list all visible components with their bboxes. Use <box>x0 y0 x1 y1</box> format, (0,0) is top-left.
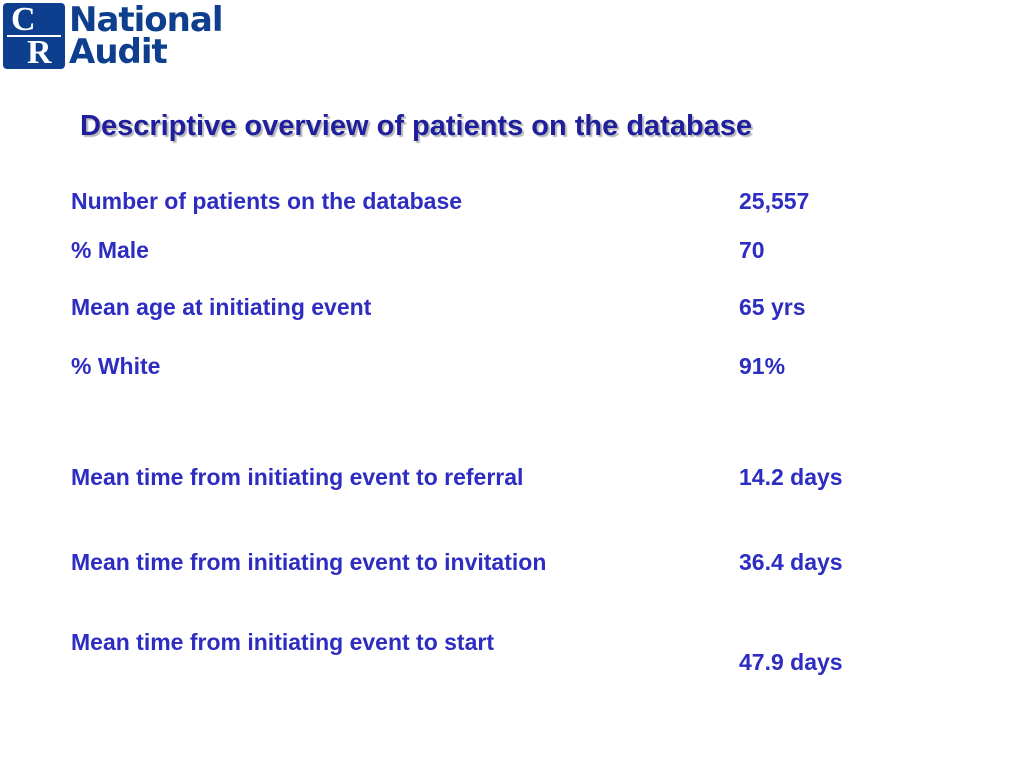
logo-divider <box>7 35 61 37</box>
row-value-referral: 14.2 days <box>739 464 843 490</box>
row-value-invitation: 36.4 days <box>739 549 843 575</box>
logo: C R National Audit <box>3 3 238 71</box>
row-value-patients: 25,557 <box>739 188 810 214</box>
row-label-white: % White <box>71 353 161 379</box>
page-title: Descriptive overview of patients on the … <box>80 110 753 142</box>
row-value-white: 91% <box>739 353 786 379</box>
logo-word-national: National <box>69 0 223 40</box>
row-label-start: Mean time from initiating event to start <box>71 629 494 655</box>
logo-word-audit: Audit <box>69 32 168 72</box>
logo-mark: C R <box>3 1 65 71</box>
row-label-referral: Mean time from initiating event to refer… <box>71 464 524 490</box>
logo-letter-c: C <box>11 1 36 38</box>
row-value-start: 47.9 days <box>739 649 843 675</box>
row-value-mean-age: 65 yrs <box>739 294 806 320</box>
logo-letter-r: R <box>27 34 52 71</box>
row-label-patients: Number of patients on the database <box>71 188 463 214</box>
row-label-invitation: Mean time from initiating event to invit… <box>71 549 547 575</box>
row-label-male: % Male <box>71 237 149 263</box>
row-value-male: 70 <box>739 237 765 263</box>
row-label-mean-age: Mean age at initiating event <box>71 294 372 320</box>
